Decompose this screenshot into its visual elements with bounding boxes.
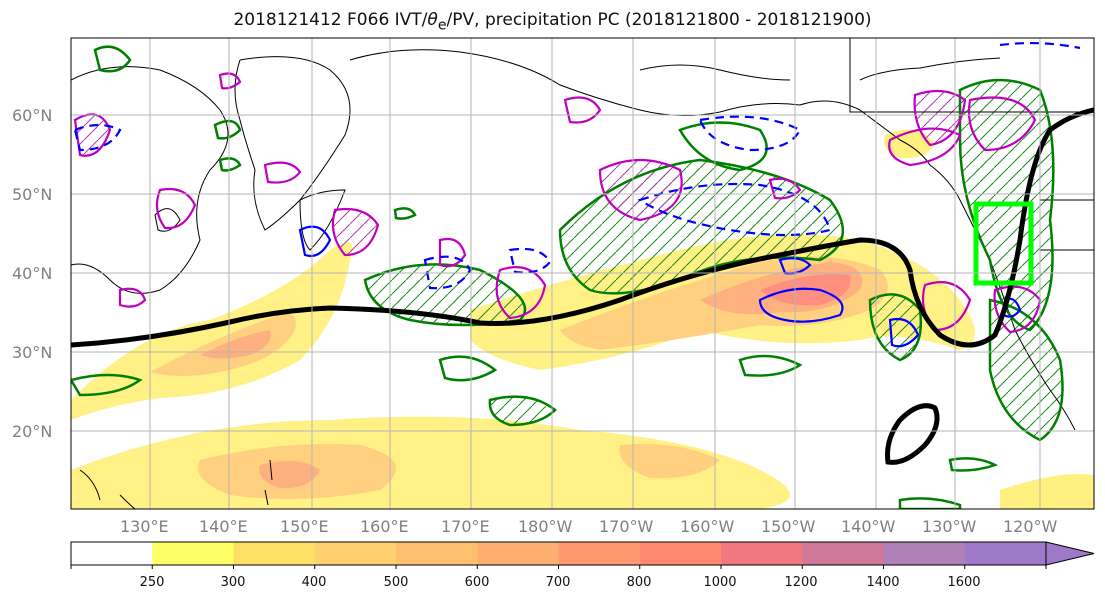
colorbar-cell [802,542,884,565]
colorbar-label-250: 250 [139,575,165,590]
gridlines [71,38,1094,509]
colorbar-label-400: 400 [301,575,327,590]
lon-label-160w: 160°W [680,517,735,536]
colorbar-cell [477,542,559,565]
title-suffix: /PV, precipitation PC (2018121800 - 2018… [446,10,872,30]
colorbar-cell [152,542,234,565]
colorbar-label-1600: 1600 [947,575,981,590]
lat-label-50n: 50°N [12,185,53,204]
lon-label-170w: 170°W [599,517,654,536]
figure-title: 2018121412 F066 IVT/θe/PV, precipitation… [0,10,1105,33]
lon-label-150w: 150°W [761,517,816,536]
colorbar-label-1200: 1200 [784,575,818,590]
lon-label-150e: 150°E [280,517,329,536]
map-frame [70,37,1095,510]
colorbar-cell [71,542,153,565]
lat-label-30n: 30°N [12,343,53,362]
colorbar-label-1400: 1400 [866,575,900,590]
highlight-box [973,201,1034,286]
title-prefix: 2018121412 F066 IVT/ [233,10,428,30]
colorbar-label-700: 700 [545,575,571,590]
colorbar-cell [721,542,803,565]
colorbar-extend-arrow [1045,541,1095,566]
lat-label-60n: 60°N [12,106,53,125]
lon-label-160e: 160°E [360,517,409,536]
lon-label-130e: 130°E [120,517,169,536]
pv-negative-contours [298,225,1022,348]
colorbar-cell [883,542,966,565]
colorbar-cell [314,542,397,565]
lon-label-140e: 140°E [199,517,248,536]
colorbar [70,541,1095,569]
lon-label-120w: 120°W [1003,517,1058,536]
lat-label-40n: 40°N [12,264,53,283]
colorbar-ticks [70,565,1047,569]
colorbar-cell [639,542,722,565]
lon-label-130w: 130°W [922,517,977,536]
colorbar-cell [233,542,316,565]
precipitation-shading [71,129,1094,509]
colorbar-label-300: 300 [220,575,246,590]
colorbar-label-600: 600 [464,575,490,590]
colorbar-cell [964,542,1047,565]
lon-label-180w: 180°W [518,517,573,536]
colorbar-label-800: 800 [626,575,652,590]
pv-positive-contours [73,72,1042,334]
colorbar-cells [71,542,1047,565]
lon-label-140w: 140°W [841,517,896,536]
map-area [71,38,1094,509]
lat-label-20n: 20°N [12,422,53,441]
lon-label-170e: 170°E [441,517,490,536]
colorbar-label-1000: 1000 [703,575,737,590]
title-theta: θ [427,10,438,30]
colorbar-cell [396,542,478,565]
title-theta-sub: e [437,17,447,34]
colorbar-cell [558,542,641,565]
coastlines [71,38,1094,509]
colorbar-label-500: 500 [383,575,409,590]
ivt-contour [71,107,1094,465]
